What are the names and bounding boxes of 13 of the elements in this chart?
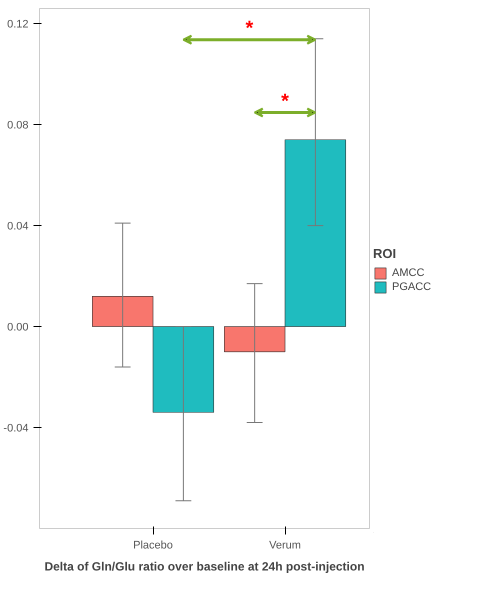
x-axis-title: Delta of Gln/Glu ratio over baseline at 24h post-injection	[44, 560, 365, 574]
legend-label: AMCC	[392, 267, 424, 279]
x-tick-label: Verum	[269, 540, 301, 552]
legend-label: PGACC	[392, 281, 432, 293]
y-tick-label: 0.04	[7, 220, 29, 233]
y-tick-label: 0.00	[7, 322, 29, 334]
legend-title: ROI	[373, 246, 398, 261]
y-tick-label: -0.04	[3, 422, 29, 435]
annotation: *	[281, 90, 290, 112]
x-tick-label: Placebo	[133, 540, 173, 552]
y-tick-label: 0.08	[7, 120, 29, 132]
y-tick-label: 0.12	[7, 18, 29, 31]
annotation: *	[245, 18, 254, 40]
